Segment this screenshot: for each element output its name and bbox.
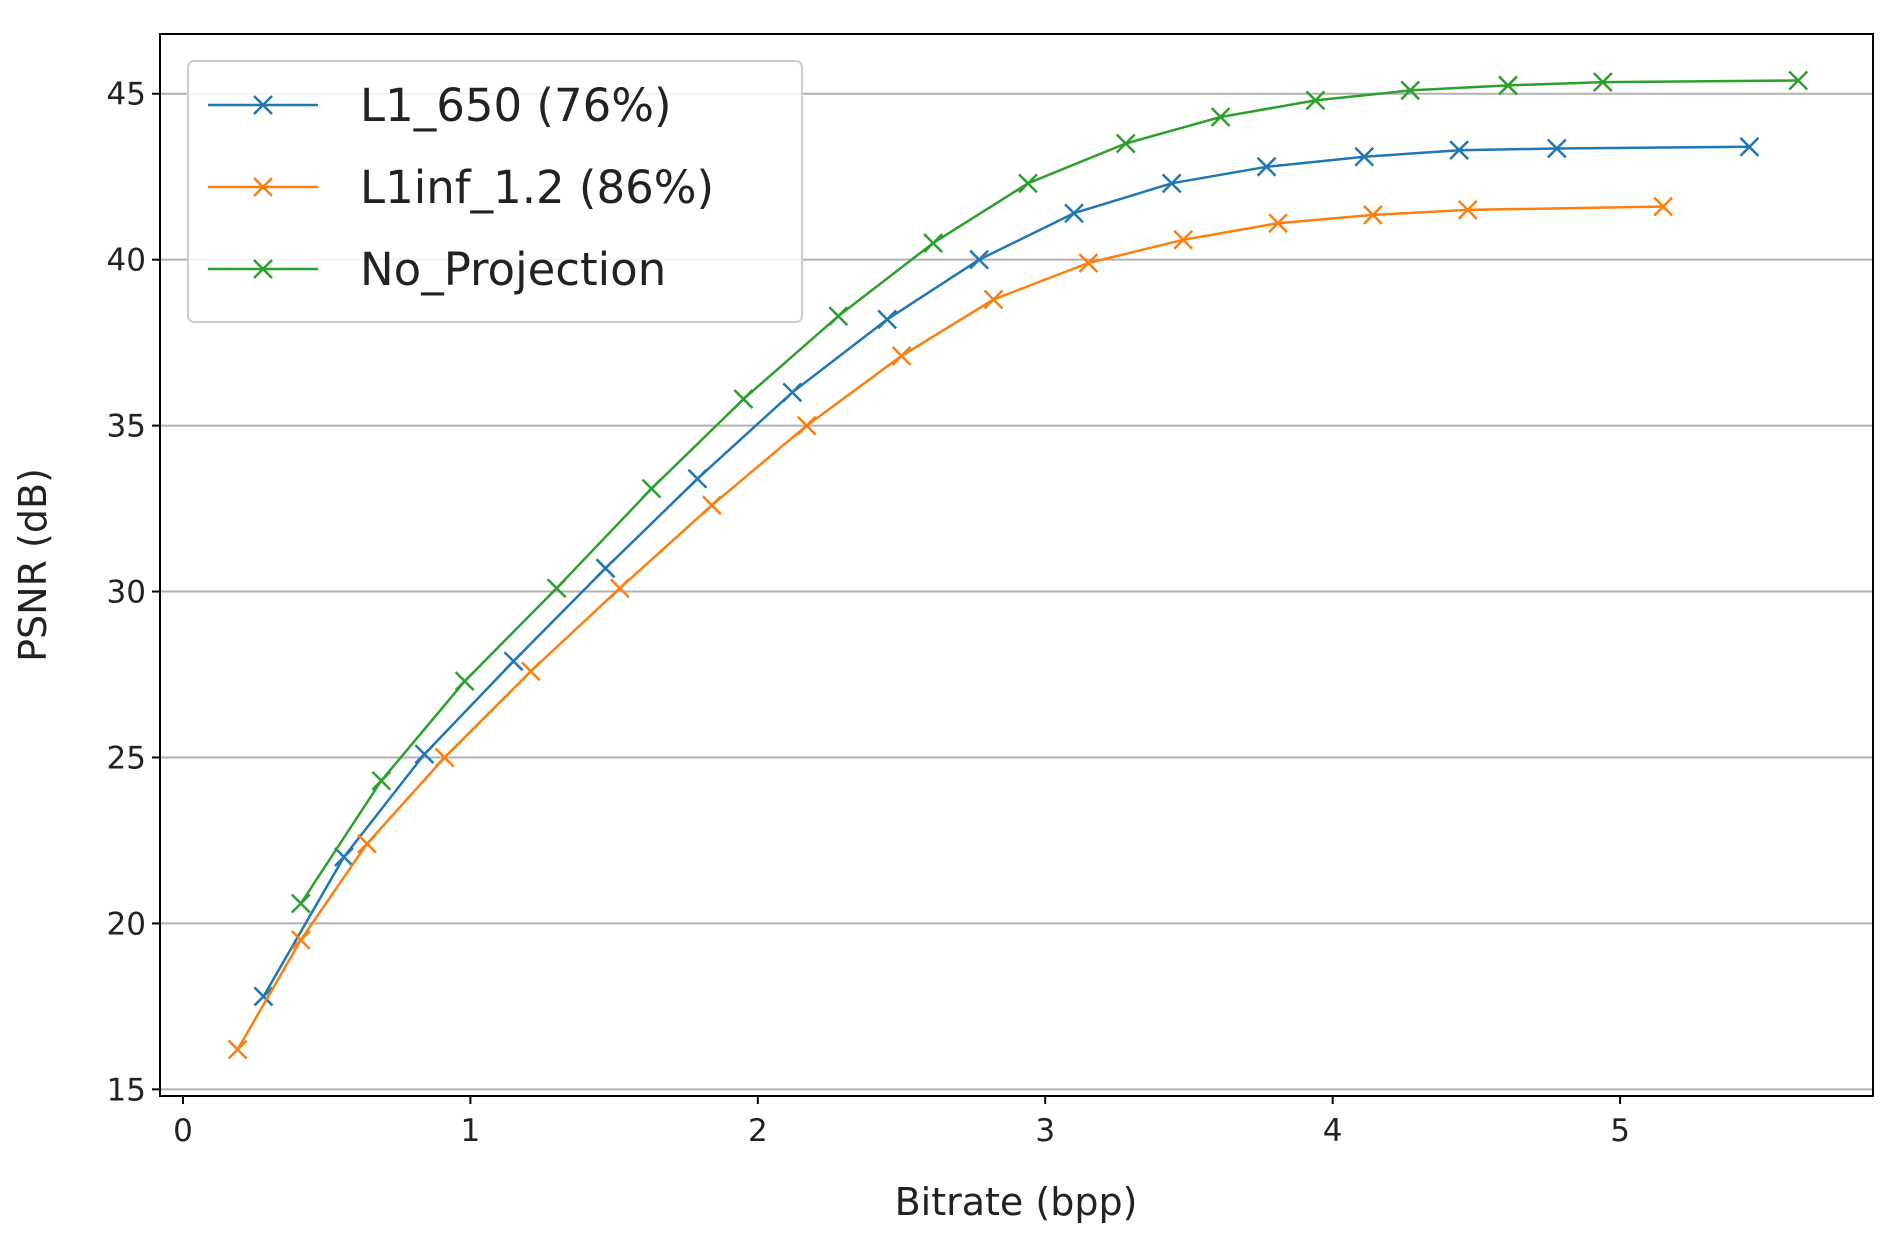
data-point-marker [1592, 72, 1613, 93]
data-point-marker [290, 930, 311, 950]
data-point-marker [687, 468, 708, 489]
data-point-marker [923, 233, 944, 253]
data-point-marker [877, 309, 898, 330]
x-axis-ticks: 0 1 2 3 4 5 [173, 1096, 1630, 1149]
y-tick-label: 20 [107, 906, 146, 942]
data-point-marker [782, 382, 803, 403]
data-point-marker [371, 770, 392, 791]
data-point-marker [434, 747, 455, 768]
data-point-marker [546, 578, 567, 599]
data-point-marker [733, 389, 754, 409]
y-tick-label: 25 [107, 740, 146, 776]
data-point-marker [969, 249, 990, 270]
data-point-marker [1173, 229, 1194, 250]
y-tick-label: 30 [107, 575, 146, 611]
data-point-marker [1305, 90, 1326, 111]
data-point-marker [503, 651, 524, 672]
x-tick-label: 1 [461, 1113, 481, 1149]
y-tick-label: 35 [107, 409, 146, 445]
data-point-marker [1546, 138, 1567, 159]
legend: L1_650 (76%) L1inf_1.2 (86%) No_Projection [187, 60, 803, 323]
data-point-marker [1161, 173, 1182, 194]
x-tick-label: 5 [1610, 1113, 1630, 1149]
legend-label: L1_650 (76%) [360, 79, 672, 132]
x-tick-label: 2 [748, 1113, 768, 1149]
series-line [299, 79, 1799, 905]
y-axis-ticks: 15 20 25 30 35 40 45 [107, 77, 160, 1108]
legend-box [187, 60, 803, 323]
data-point-marker [1018, 173, 1038, 194]
series-line [236, 205, 1664, 1051]
data-point-marker [609, 578, 630, 599]
data-point-marker [1739, 136, 1760, 157]
data-point-marker [454, 671, 475, 692]
data-point-marker [701, 495, 722, 516]
data-point-marker [595, 558, 616, 579]
series-2 [290, 70, 1809, 914]
legend-marker [253, 177, 273, 197]
data-point-marker [1363, 204, 1383, 225]
data-point-marker [1064, 203, 1084, 224]
data-point-marker [227, 1039, 248, 1060]
data-point-marker [334, 847, 354, 867]
x-tick-label: 3 [1035, 1113, 1055, 1149]
data-point-marker [828, 306, 849, 326]
y-tick-label: 40 [107, 243, 146, 279]
data-point-marker [290, 893, 311, 914]
x-axis-label: Bitrate (bpp) [895, 1180, 1138, 1224]
data-point-marker [983, 289, 1004, 310]
x-tick-label: 0 [173, 1113, 193, 1149]
y-tick-label: 15 [107, 1072, 146, 1108]
data-point-marker [796, 415, 817, 436]
data-point-marker [253, 986, 274, 1007]
data-point-marker [1268, 213, 1288, 234]
data-point-marker [1115, 133, 1136, 154]
series-1 [227, 196, 1674, 1060]
data-point-marker [414, 744, 435, 765]
data-point-marker [357, 833, 377, 854]
data-point-marker [1457, 200, 1478, 220]
data-point-marker [641, 478, 662, 499]
y-axis-label: PSNR (dB) [11, 468, 55, 662]
series-line [262, 145, 1750, 998]
legend-marker [253, 259, 273, 279]
x-tick-label: 4 [1323, 1113, 1343, 1149]
data-point-marker [1449, 140, 1470, 161]
data-point-marker [1210, 107, 1231, 127]
series-0 [253, 136, 1760, 1007]
data-point-marker [1498, 75, 1518, 96]
data-point-marker [1788, 70, 1809, 91]
series-layer [227, 70, 1809, 1060]
data-point-marker [1354, 146, 1375, 167]
data-point-marker [520, 661, 541, 682]
legend-label: No_Projection [360, 243, 666, 296]
data-point-marker [891, 346, 912, 366]
legend-marker [253, 95, 273, 115]
data-point-marker [1078, 253, 1099, 273]
plot-frame [159, 33, 1874, 1097]
data-point-marker [1400, 80, 1421, 101]
y-tick-label: 45 [107, 77, 146, 113]
data-point-marker [1256, 156, 1277, 177]
data-point-marker [1653, 196, 1674, 217]
legend-label: L1inf_1.2 (86%) [360, 161, 714, 214]
